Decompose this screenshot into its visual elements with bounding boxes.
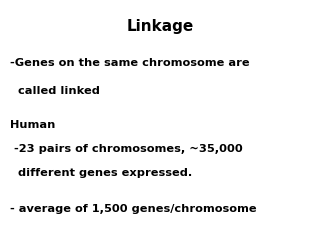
Text: - average of 1,500 genes/chromosome: - average of 1,500 genes/chromosome	[10, 204, 256, 214]
Text: different genes expressed.: different genes expressed.	[10, 168, 192, 178]
Text: called linked: called linked	[10, 86, 100, 96]
Text: Linkage: Linkage	[126, 19, 194, 34]
Text: -Genes on the same chromosome are: -Genes on the same chromosome are	[10, 58, 249, 68]
Text: -23 pairs of chromosomes, ~35,000: -23 pairs of chromosomes, ~35,000	[10, 144, 242, 154]
Text: Human: Human	[10, 120, 55, 130]
